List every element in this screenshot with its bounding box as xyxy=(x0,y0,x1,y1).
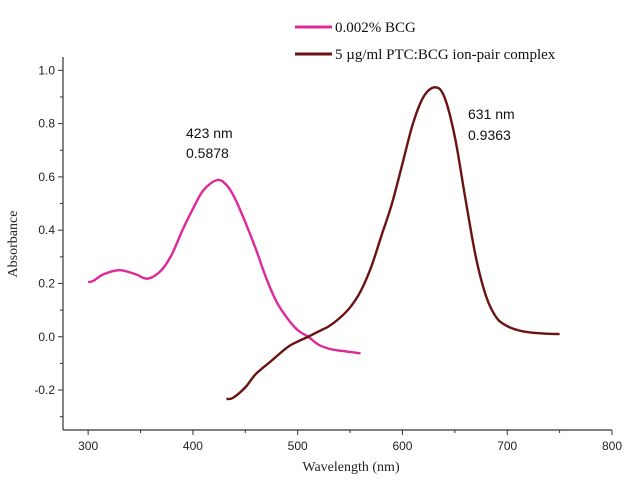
x-tick-label: 600 xyxy=(392,439,412,453)
peak-annotation-423-wavelength: 423 nm xyxy=(186,125,233,141)
x-tick-label: 800 xyxy=(602,439,622,453)
y-axis-title: Absorbance xyxy=(6,211,21,278)
x-tick-label: 700 xyxy=(497,439,517,453)
peak-annotations: 423 nm 0.5878 631 nm 0.9363 xyxy=(186,106,515,161)
y-tick-label: 0.4 xyxy=(38,223,55,237)
y-tick-label: 0.6 xyxy=(38,170,55,184)
y-tick-label: 0.2 xyxy=(38,276,55,290)
peak-annotation-631-absorbance: 0.9363 xyxy=(468,127,511,143)
axes: 300 400 500 600 700 800 -0.2 0.0 0.2 0.4 0.6 0.8 1.0 xyxy=(34,57,622,453)
legend: 0.002% BCG 5 µg/ml PTC:BCG ion-pair comp… xyxy=(295,20,556,63)
y-tick-label: 1.0 xyxy=(38,63,55,77)
y-tick-label: 0.8 xyxy=(38,117,55,131)
series-line-bcg xyxy=(87,178,361,355)
series-group xyxy=(87,86,560,401)
x-tick-label: 400 xyxy=(183,439,203,453)
y-tick-label: -0.2 xyxy=(34,383,55,397)
x-tick-label: 500 xyxy=(288,439,308,453)
x-axis-title: Wavelength (nm) xyxy=(302,460,400,475)
legend-label-complex: 5 µg/ml PTC:BCG ion-pair complex xyxy=(335,47,556,63)
peak-annotation-423-absorbance: 0.5878 xyxy=(186,145,229,161)
peak-annotation-631-wavelength: 631 nm xyxy=(468,106,515,122)
x-tick-label: 300 xyxy=(78,439,98,453)
y-tick-label: 0.0 xyxy=(38,330,55,344)
series-line-complex xyxy=(226,86,560,401)
legend-label-bcg: 0.002% BCG xyxy=(335,20,416,36)
